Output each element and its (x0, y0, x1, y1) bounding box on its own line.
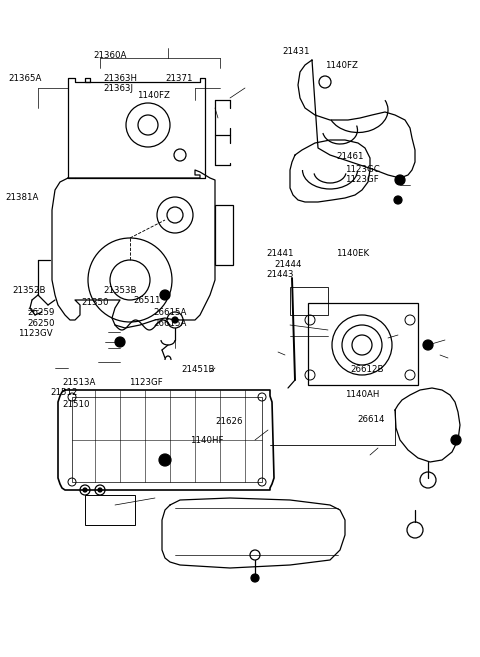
Text: 21363J: 21363J (103, 83, 133, 93)
Circle shape (174, 149, 186, 161)
Bar (215, 205, 233, 265)
Circle shape (394, 196, 402, 204)
Text: 26615A: 26615A (154, 308, 187, 317)
Circle shape (98, 488, 102, 492)
Text: 21350: 21350 (82, 298, 109, 307)
Circle shape (172, 317, 178, 323)
Bar (290, 287, 328, 315)
Circle shape (83, 488, 87, 492)
Text: 1140AH: 1140AH (345, 390, 379, 399)
Text: 26259: 26259 (28, 308, 55, 317)
Circle shape (395, 175, 405, 185)
Text: 1140EK: 1140EK (336, 249, 369, 258)
Text: 21353B: 21353B (103, 286, 137, 295)
Circle shape (160, 290, 170, 300)
Text: 21513A: 21513A (62, 378, 96, 387)
Text: 1140FZ: 1140FZ (325, 61, 358, 70)
Text: 26614: 26614 (358, 415, 385, 424)
Text: 21360A: 21360A (94, 51, 127, 60)
Text: 21626: 21626 (215, 417, 242, 426)
Text: 21381A: 21381A (6, 193, 39, 202)
Text: 21441: 21441 (266, 249, 294, 258)
Text: 26615A: 26615A (154, 319, 187, 328)
Circle shape (451, 435, 461, 445)
Text: 1123GC: 1123GC (345, 165, 379, 174)
Text: 21352B: 21352B (12, 286, 46, 295)
Text: 21363H: 21363H (103, 74, 137, 83)
Text: 1123GF: 1123GF (345, 175, 378, 184)
Text: 26250: 26250 (28, 319, 55, 328)
Text: 1140HF: 1140HF (190, 436, 223, 445)
Text: 21371: 21371 (166, 74, 193, 83)
Circle shape (159, 454, 171, 466)
Text: 21461: 21461 (336, 152, 363, 161)
Circle shape (423, 340, 433, 350)
Text: 21512: 21512 (50, 388, 78, 397)
Text: 1140FZ: 1140FZ (137, 91, 169, 100)
Text: 26511: 26511 (133, 296, 161, 306)
Text: 21510: 21510 (62, 399, 90, 409)
Bar (72, 397, 262, 482)
Text: 26612B: 26612B (350, 365, 384, 374)
Circle shape (251, 574, 259, 582)
Circle shape (115, 337, 125, 347)
Text: 21444: 21444 (275, 260, 302, 269)
Text: 1123GV: 1123GV (18, 329, 53, 338)
Bar (308, 303, 418, 385)
Text: 21365A: 21365A (9, 74, 42, 83)
Bar (85, 495, 135, 525)
Text: 1123GF: 1123GF (129, 378, 162, 387)
Text: 21431: 21431 (282, 47, 310, 56)
Text: 21451B: 21451B (181, 365, 215, 374)
Text: 21443: 21443 (266, 270, 294, 279)
